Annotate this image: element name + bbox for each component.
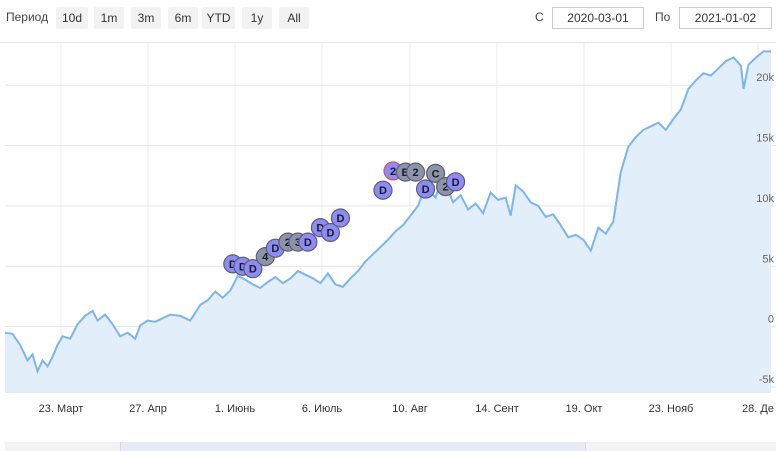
range-button-3m[interactable]: 3m: [131, 7, 161, 29]
flag-label: D: [452, 177, 460, 189]
navigator[interactable]: [0, 440, 776, 451]
range-selector: Период 10d 1m 3m 6m YTD 1y All С По: [0, 0, 776, 38]
range-button-6m[interactable]: 6m: [168, 7, 198, 29]
flag-label: 2: [285, 237, 291, 249]
series-area: [5, 51, 771, 394]
x-tick-label: 19. Окт: [566, 403, 603, 415]
y-tick-label: 10k: [756, 193, 774, 205]
range-button-ytd[interactable]: YTD: [202, 7, 235, 29]
to-date-input[interactable]: [679, 7, 772, 29]
y-tick-label: 15k: [756, 133, 774, 145]
flag-label: D: [249, 264, 257, 276]
flag-marker[interactable]: D: [243, 259, 263, 279]
flag-circle: [243, 259, 263, 279]
flag-marker[interactable]: D: [320, 222, 341, 243]
flag-label: 4: [262, 252, 269, 264]
navigator-selection[interactable]: [120, 442, 586, 451]
flag-label: D: [229, 259, 237, 271]
flag-circle: [330, 208, 351, 228]
x-tick-label: 27. Апр: [129, 403, 167, 415]
flag-label: 2: [412, 167, 418, 179]
flag-marker[interactable]: 2: [405, 162, 426, 182]
flag-label: D: [326, 227, 334, 239]
flag-label: D: [316, 223, 324, 235]
flag-marker[interactable]: D: [298, 232, 318, 252]
flag-circle: [415, 179, 436, 199]
flag-marker[interactable]: D: [373, 180, 393, 200]
flag-circle: [405, 162, 426, 182]
from-label: С: [535, 10, 544, 24]
flag-circle: [320, 222, 341, 243]
x-tick-label: 1. Июнь: [215, 403, 255, 415]
to-label: По: [655, 10, 671, 24]
x-tick-label: 10. Авг: [392, 403, 428, 415]
range-button-1m[interactable]: 1m: [94, 7, 124, 29]
flag-label: 2: [443, 182, 449, 194]
flag-label: D: [239, 261, 247, 273]
flag-label: D: [271, 243, 279, 255]
x-tick-label: 6. Июль: [302, 403, 343, 415]
flag-circle: [298, 232, 318, 252]
y-tick-label: 20k: [756, 72, 774, 84]
flag-marker[interactable]: D: [415, 179, 436, 199]
x-tick-label: 23. Нояб: [649, 403, 694, 415]
x-tick-label: 28. Де: [742, 403, 774, 415]
x-axis-labels: 23. Март 27. Апр 1. Июнь 6. Июль 10. Авг 14. …: [39, 403, 774, 415]
flag-marker[interactable]: D: [445, 172, 466, 192]
range-button-all[interactable]: All: [279, 7, 309, 29]
y-axis-labels: 20k 15k 10k 5k 0 -5k: [756, 72, 774, 386]
period-label: Период: [6, 10, 49, 24]
flag-label: C: [432, 168, 440, 180]
x-tick-label: 23. Март: [39, 403, 84, 415]
flag-marker[interactable]: C: [425, 163, 446, 183]
flag-circle: [373, 180, 393, 200]
flag-circle: [425, 163, 446, 183]
range-button-1y[interactable]: 1y: [242, 7, 272, 29]
flag-circle: [445, 172, 466, 192]
flag-label: 3: [295, 237, 301, 249]
y-tick-label: -5k: [759, 374, 775, 386]
flag-label: D: [336, 213, 344, 225]
flag-label: D: [304, 237, 312, 249]
y-tick-label: 5k: [762, 253, 774, 265]
series-line: [4, 50, 771, 375]
y-tick-label: 0: [768, 314, 774, 326]
flag-label: D: [379, 185, 387, 197]
range-button-10d[interactable]: 10d: [56, 7, 88, 29]
flag-label: D: [422, 184, 430, 196]
x-tick-label: 14. Сент: [475, 403, 519, 415]
from-date-input[interactable]: [552, 7, 644, 29]
flag-label: 2: [390, 166, 396, 178]
flag-label: B: [402, 167, 410, 179]
flag-marker[interactable]: D: [330, 208, 351, 228]
